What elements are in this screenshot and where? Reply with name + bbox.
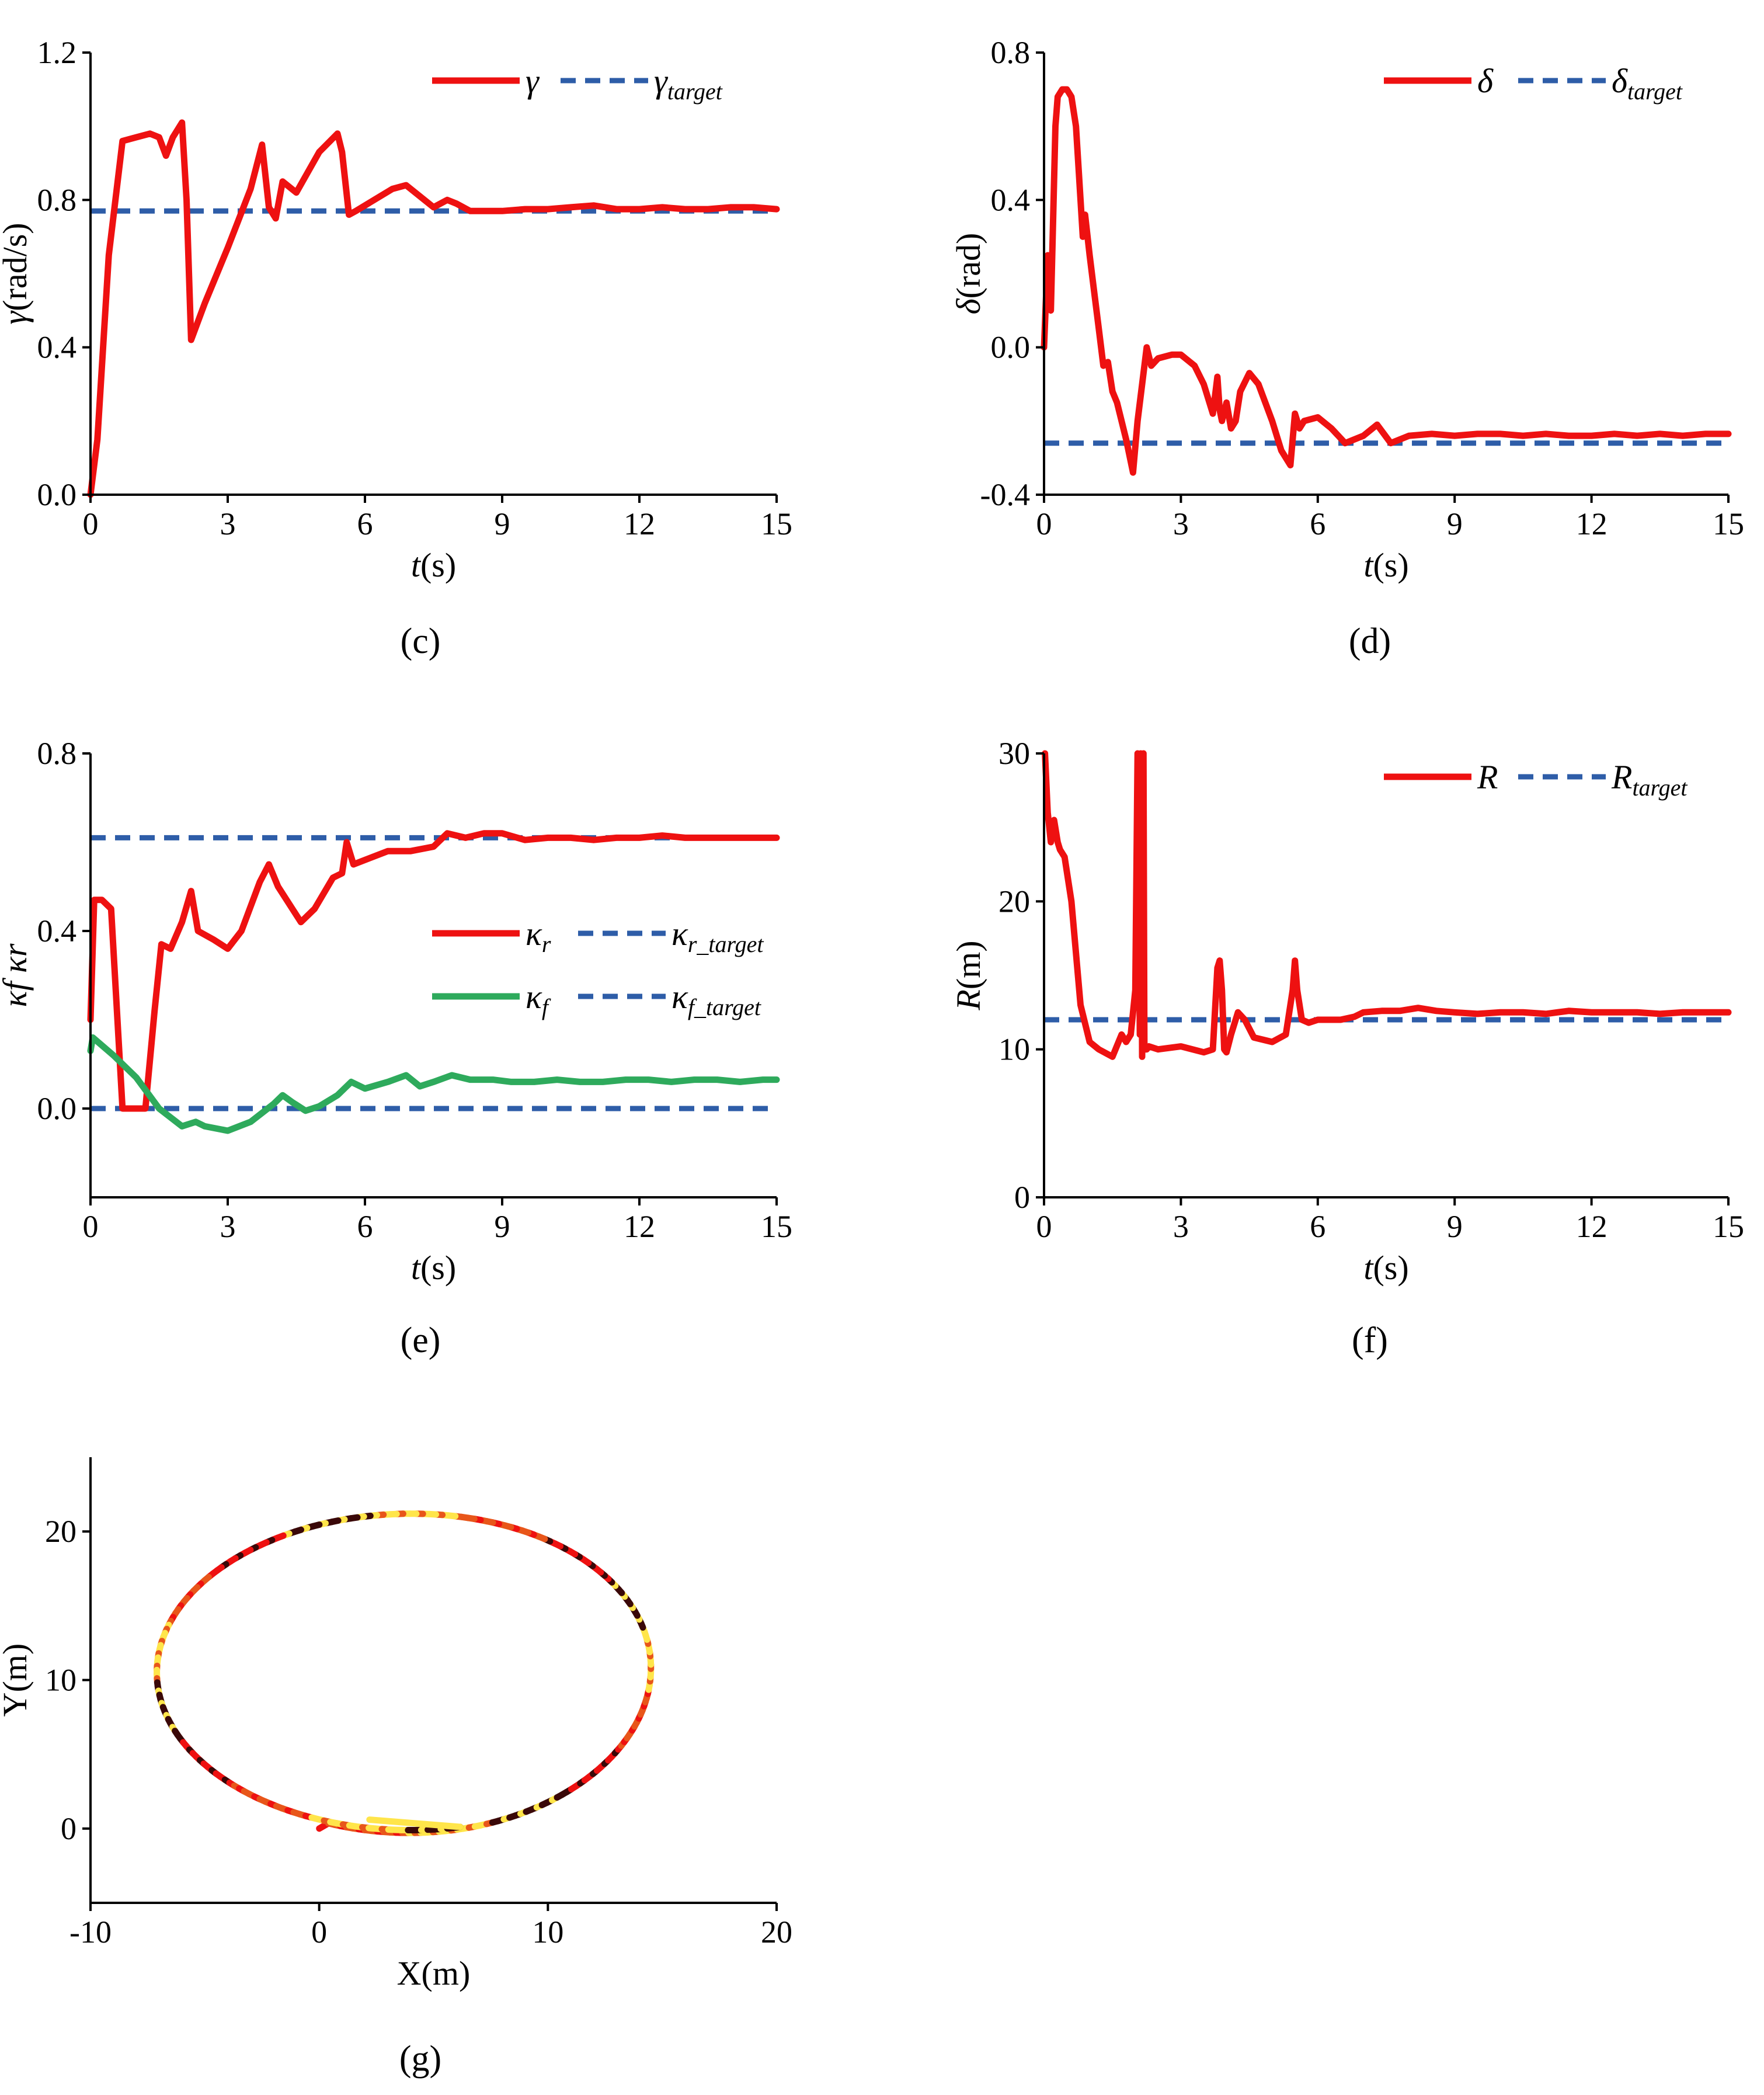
x-axis-label: t(s) — [1363, 1249, 1408, 1287]
x-tick-label: 9 — [495, 506, 510, 541]
x-tick-label: 3 — [220, 506, 236, 541]
panel-e: 0 3 6 9 12 15 0.0 0.4 0.8 t(s) κf κr κr κr_target κf… — [0, 736, 792, 1360]
y-tick-label: -0.4 — [980, 477, 1030, 512]
legend-label: γ — [526, 62, 540, 100]
x-tick-label: 15 — [1713, 1209, 1744, 1244]
legend-label: δtarget — [1612, 62, 1683, 105]
x-tick-label: 9 — [495, 1209, 510, 1244]
x-tick-label: 15 — [1713, 506, 1744, 541]
x-tick-label: 10 — [532, 1915, 563, 1950]
series-line-red — [1041, 86, 1732, 476]
legend-label: κr_target — [671, 915, 764, 957]
panel-label-e: (e) — [401, 1321, 441, 1360]
series-line-green — [87, 1034, 780, 1134]
y-tick-label: 10 — [998, 1032, 1030, 1067]
x-tick-label: 0 — [83, 506, 99, 541]
y-tick-label: 0.8 — [37, 182, 77, 217]
panel-f: 0 3 6 9 12 15 0 10 20 30 t(s) R(m) R Rtarget (f) — [949, 736, 1744, 1360]
x-tick-label: 0 — [1036, 506, 1052, 541]
panel-label-c: (c) — [401, 621, 441, 661]
legend-label: Rtarget — [1611, 758, 1688, 801]
y-tick-label: 10 — [45, 1663, 76, 1698]
series-line-red — [87, 119, 780, 498]
panel-label-d: (d) — [1349, 621, 1391, 661]
series-line-red — [87, 830, 780, 1112]
panel-d: 0 3 6 9 12 15 -0.4 0.0 0.4 0.8 t(s) δ(rad) δ δtarget… — [949, 35, 1744, 661]
y-tick-label: 20 — [998, 884, 1030, 919]
x-tick-label: 6 — [357, 506, 373, 541]
x-tick-label: 12 — [624, 506, 655, 541]
panel-c: 0 3 6 9 12 15 0.0 0.4 0.8 1.2 t(s) γ(rad/s) γ γtarge… — [0, 35, 792, 661]
x-tick-label: 15 — [761, 506, 792, 541]
panel-g: -10 0 10 20 0 10 20 X(m) Y(m) (g) — [0, 1457, 792, 2079]
x-tick-label: -10 — [69, 1915, 112, 1950]
x-tick-label: 0 — [311, 1915, 327, 1950]
y-tick-label: 30 — [998, 736, 1030, 771]
y-tick-label: 20 — [45, 1514, 76, 1549]
y-tick-label: 0.4 — [37, 913, 77, 949]
x-axis-label: t(s) — [1363, 546, 1408, 584]
x-tick-label: 6 — [1310, 506, 1325, 541]
y-tick-label: 0.0 — [37, 1091, 77, 1126]
y-tick-label: 0.8 — [37, 736, 77, 771]
y-tick-label: 1.2 — [37, 35, 77, 70]
panel-label-f: (f) — [1352, 1321, 1388, 1360]
legend-label: κf_target — [671, 978, 761, 1020]
x-tick-label: 3 — [1173, 1209, 1189, 1244]
y-tick-label: 0.0 — [37, 477, 77, 512]
x-axis-label: t(s) — [411, 546, 456, 584]
x-axis-label: X(m) — [397, 1954, 471, 1992]
series-line-red — [1042, 750, 1732, 1060]
y-tick-label: 0.4 — [37, 330, 77, 365]
x-tick-label: 6 — [357, 1209, 373, 1244]
y-axis-label: R(m) — [949, 940, 987, 1010]
y-axis-label: Y(m) — [0, 1644, 34, 1717]
x-axis-label: t(s) — [411, 1249, 456, 1287]
x-tick-label: 0 — [83, 1209, 99, 1244]
legend-label: κr — [526, 915, 551, 957]
x-tick-label: 15 — [761, 1209, 792, 1244]
y-tick-label: 0.4 — [991, 182, 1031, 217]
legend-label: κf — [526, 978, 551, 1020]
y-axis-label: δ(rad) — [949, 233, 987, 315]
y-axis-label: γ(rad/s) — [0, 223, 34, 324]
y-axis-label: κf κr — [0, 943, 34, 1007]
x-tick-label: 3 — [220, 1209, 236, 1244]
x-tick-label: 12 — [1576, 506, 1608, 541]
legend-label: γtarget — [654, 62, 723, 105]
legend-label: R — [1477, 758, 1498, 796]
x-tick-label: 0 — [1036, 1209, 1052, 1244]
trajectory-segment — [366, 1816, 464, 1830]
y-tick-label: 0 — [61, 1811, 76, 1846]
legend-label: δ — [1477, 62, 1494, 100]
x-tick-label: 20 — [761, 1915, 792, 1950]
x-tick-label: 9 — [1447, 506, 1463, 541]
x-tick-label: 12 — [624, 1209, 655, 1244]
y-tick-label: 0.0 — [991, 330, 1031, 365]
y-tick-label: 0.8 — [991, 35, 1031, 70]
x-tick-label: 12 — [1576, 1209, 1608, 1244]
panel-label-g: (g) — [399, 2039, 441, 2079]
x-tick-label: 3 — [1173, 506, 1189, 541]
x-tick-label: 9 — [1447, 1209, 1463, 1244]
x-tick-label: 6 — [1310, 1209, 1325, 1244]
y-tick-label: 0 — [1014, 1180, 1030, 1215]
